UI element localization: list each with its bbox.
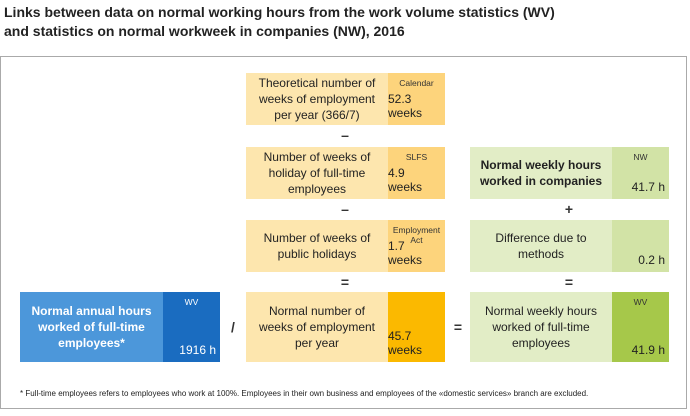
box-label: Difference due to methods	[470, 220, 612, 272]
box-source: Employment Act	[392, 225, 441, 245]
box-label: Number of weeks of holiday of full-time …	[246, 147, 388, 199]
box-label: Theoretical number of weeks of employmen…	[246, 73, 388, 125]
operator: =	[453, 319, 463, 335]
footnote: * Full-time employees refers to employee…	[20, 389, 589, 398]
box-value: 52.3 weeks	[388, 92, 423, 120]
box-value: 4.9 weeks	[388, 166, 423, 194]
box: Normal weekly hours worked of full-time …	[470, 292, 669, 362]
box-value: 1.7 weeks	[388, 239, 423, 267]
box-value-cell: 0.2 h	[612, 220, 669, 272]
box-source: WV	[184, 297, 199, 307]
operator: =	[340, 274, 350, 290]
box-value: 41.9 h	[631, 343, 665, 357]
box: Theoretical number of weeks of employmen…	[246, 73, 445, 125]
box-value: 1916 h	[179, 343, 216, 357]
title-line: Links between data on normal working hou…	[4, 4, 555, 20]
frame	[0, 56, 687, 409]
box: Number of weeks of holiday of full-time …	[246, 147, 445, 199]
box-label: Normal weekly hours worked in companies	[470, 147, 612, 199]
box-value: 41.7 h	[631, 180, 665, 194]
box-value-cell: 45.7 weeks	[388, 292, 445, 362]
operator: /	[231, 319, 235, 335]
box: Normal number of weeks of employment per…	[246, 292, 445, 362]
box-label: Normal annual hours worked of full-time …	[20, 292, 163, 362]
box-label: Normal weekly hours worked of full-time …	[470, 292, 612, 362]
box-value-cell: Calendar 52.3 weeks	[388, 73, 445, 125]
operator: =	[564, 274, 574, 290]
operator: –	[341, 201, 349, 217]
box-source: WV	[633, 297, 648, 307]
box-value-cell: Employment Act 1.7 weeks	[388, 220, 445, 272]
operator: +	[564, 201, 574, 217]
box: Normal weekly hours worked in companies N…	[470, 147, 669, 199]
box: Difference due to methods 0.2 h	[470, 220, 669, 272]
box: Normal annual hours worked of full-time …	[20, 292, 220, 362]
box-value-cell: NW 41.7 h	[612, 147, 669, 199]
box-source: SLFS	[405, 152, 428, 162]
title-line: and statistics on normal workweek in com…	[4, 23, 405, 39]
box-value: 0.2 h	[638, 253, 665, 267]
box-value-cell: SLFS 4.9 weeks	[388, 147, 445, 199]
box-value-cell: WV 41.9 h	[612, 292, 669, 362]
box-source: NW	[633, 152, 648, 162]
box-label: Number of weeks of public holidays	[246, 220, 388, 272]
box: Number of weeks of public holidays Employ…	[246, 220, 445, 272]
box-label: Normal number of weeks of employment per…	[246, 292, 388, 362]
box-source: Calendar	[399, 78, 434, 88]
box-value-cell: WV 1916 h	[163, 292, 220, 362]
operator: –	[341, 127, 349, 143]
box-value: 45.7 weeks	[388, 329, 423, 357]
